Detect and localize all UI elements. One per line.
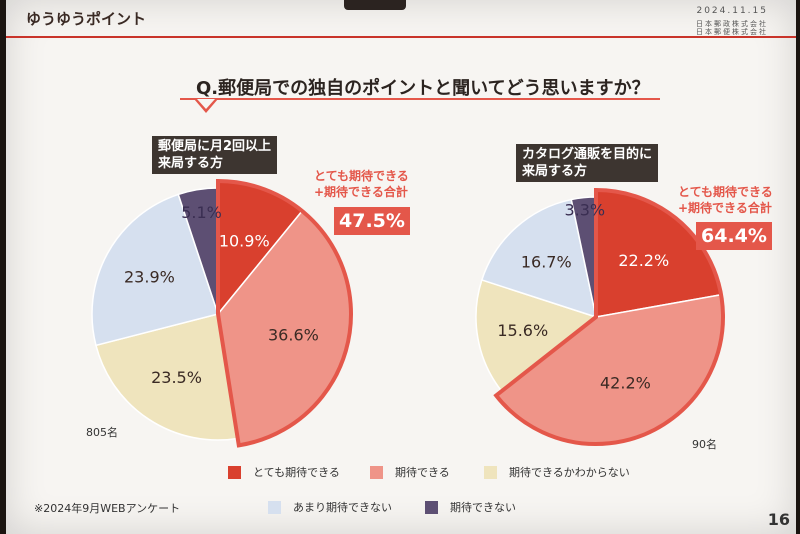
chart2-label-unsure: 15.6% xyxy=(497,321,548,340)
question-pointer-inner xyxy=(197,99,215,109)
chart1-slice-notmuch xyxy=(91,193,219,347)
chart1-sum-label: とても期待できる +期待できる合計 xyxy=(314,168,409,200)
brand-title: ゆうゆうポイント xyxy=(26,10,147,28)
slide-header: ゆうゆうポイント 2024.11.15 日本郵政株式会社 日本郵便株式会社 xyxy=(6,0,796,38)
page-number: 16 xyxy=(767,510,790,529)
legend-swatch-notmuch xyxy=(268,500,281,514)
legend-swatch-very xyxy=(228,465,241,479)
chart1-respondents: 805名 xyxy=(86,426,118,439)
footnote: ※2024年9月WEBアンケート xyxy=(34,502,181,515)
legend-item-expect: 期待できる xyxy=(370,464,450,480)
chart2-sum-value: 64.4% xyxy=(696,222,772,250)
chart2-segment-title: カタログ通販を目的に 来局する方 xyxy=(516,144,659,182)
chart1-sum-line2: +期待できる合計 xyxy=(314,185,408,199)
chart2-label-expect: 42.2% xyxy=(600,374,651,393)
chart2-label-none: 3.3% xyxy=(564,201,605,220)
company-name-1: 日本郵政株式会社 xyxy=(696,20,768,28)
legend-item-none: 期待できない xyxy=(425,499,516,515)
chart1-sum-line1: とても期待できる xyxy=(314,169,409,183)
legend-item-notmuch: あまり期待できない xyxy=(268,499,392,515)
chart1-highlight-outline xyxy=(216,178,353,448)
chart2-sum-label: とても期待できる +期待できる合計 xyxy=(678,184,773,216)
legend-label-none: 期待できない xyxy=(450,501,516,514)
chart1-label-none: 5.1% xyxy=(181,203,222,222)
chart2-label-very: 22.2% xyxy=(618,251,669,270)
chart2-slice-notmuch xyxy=(480,198,598,319)
chart1-slice-unsure xyxy=(95,313,239,441)
chart1-segment-title: 郵便局に月2回以上 来局する方 xyxy=(152,136,278,174)
slide: ゆうゆうポイント 2024.11.15 日本郵政株式会社 日本郵便株式会社 Q.… xyxy=(6,0,796,534)
question-underline xyxy=(180,98,660,100)
company-name-2: 日本郵便株式会社 xyxy=(696,28,768,36)
top-logo xyxy=(344,0,406,10)
chart1-label-notmuch: 23.9% xyxy=(124,268,175,287)
legend-swatch-expect xyxy=(370,465,383,479)
legend-label-notmuch: あまり期待できない xyxy=(293,501,392,514)
chart2-title-line1: カタログ通販を目的に xyxy=(522,147,653,162)
chart2-highlight-outline xyxy=(493,187,725,446)
chart2-sum-line1: とても期待できる xyxy=(678,185,773,199)
chart1-sum-value: 47.5% xyxy=(334,207,410,235)
chart2-title-line2: 来局する方 xyxy=(522,164,588,179)
chart2-respondents: 90名 xyxy=(692,438,717,451)
legend-swatch-unsure xyxy=(484,465,497,479)
legend-swatch-none xyxy=(425,500,438,514)
chart2-label-notmuch: 16.7% xyxy=(521,253,572,272)
chart1-label-expect: 36.6% xyxy=(268,325,319,344)
legend-label-expect: 期待できる xyxy=(395,466,450,479)
question-title: Q.郵便局での独自のポイントと聞いてどう思いますか？ xyxy=(196,78,650,99)
chart1-label-unsure: 23.5% xyxy=(151,368,202,387)
slide-date: 2024.11.15 xyxy=(696,6,768,16)
pie-charts: 10.9% 36.6% 23.5% 23.9% 5.1% 22.2% 42.2% 15.6% 1… xyxy=(91,178,725,448)
legend-label-very: とても期待できる xyxy=(253,466,340,479)
legend-item-unsure: 期待できるかわからない xyxy=(484,464,630,480)
legend-label-unsure: 期待できるかわからない xyxy=(509,466,630,479)
chart1-label-very: 10.9% xyxy=(219,231,270,250)
chart1-title-line2: 来局する方 xyxy=(158,156,224,171)
chart1-title-line1: 郵便局に月2回以上 xyxy=(158,139,272,154)
chart2-sum-line2: +期待できる合計 xyxy=(678,201,772,215)
legend-item-very: とても期待できる xyxy=(228,464,340,480)
